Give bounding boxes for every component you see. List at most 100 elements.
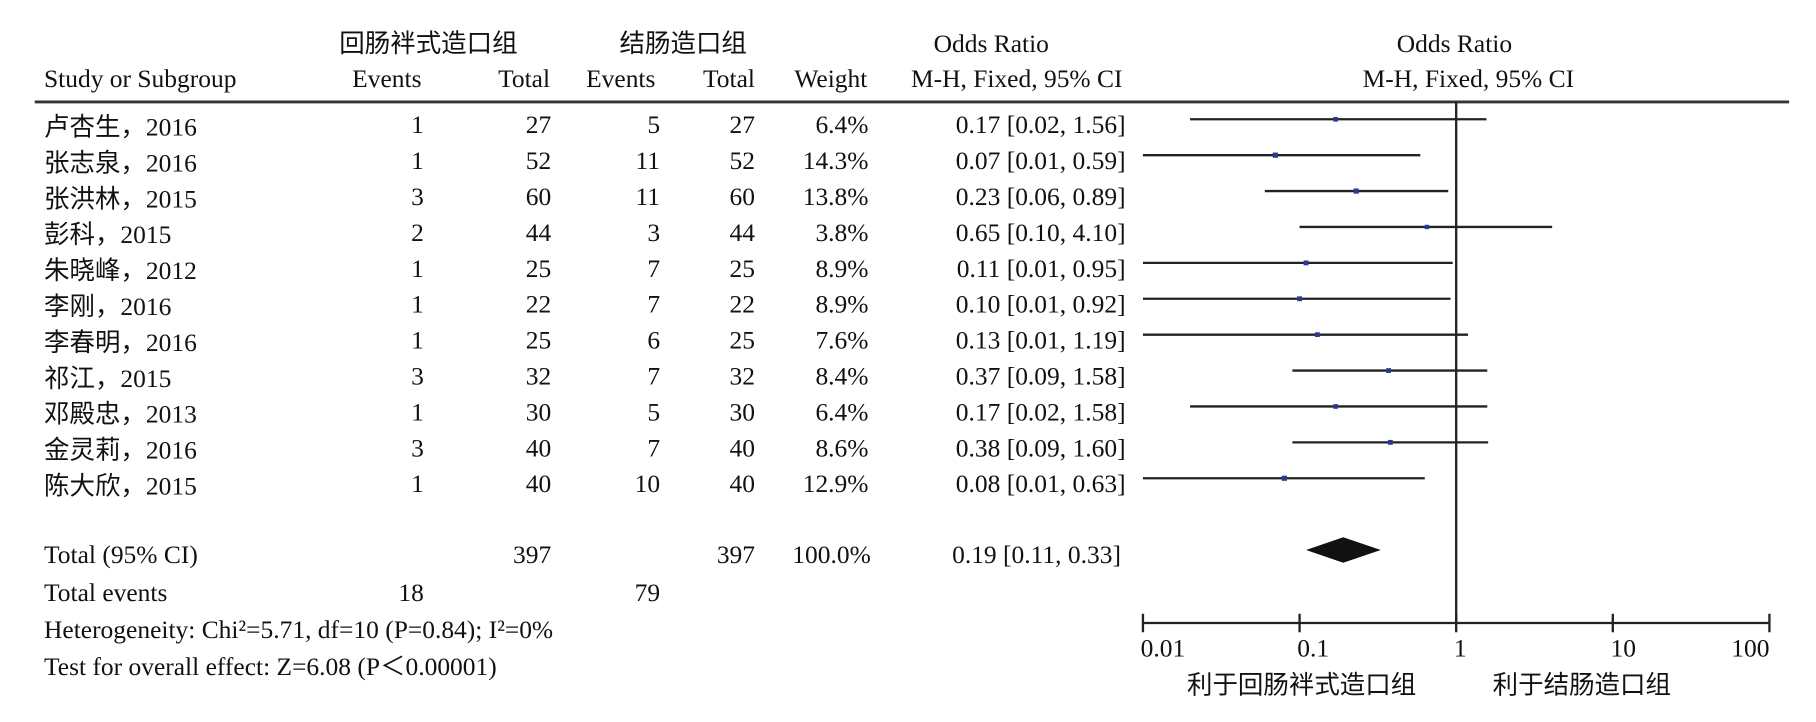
- ci-label: 0.38 [0.09, 1.60]: [956, 433, 1126, 462]
- events: 7: [647, 254, 660, 283]
- point-estimate: [1353, 188, 1359, 194]
- total: 27: [526, 110, 551, 139]
- column-header: Events: [586, 64, 655, 93]
- total: 52: [526, 146, 551, 175]
- events: 3: [411, 362, 424, 391]
- events: 1: [411, 290, 424, 319]
- total: 22: [526, 290, 551, 319]
- total: 32: [730, 362, 755, 391]
- study-name: 陈大欣，2015: [44, 472, 197, 501]
- ci-label: 0.07 [0.01, 0.59]: [956, 146, 1126, 175]
- point-estimate: [1424, 224, 1430, 230]
- study-name: 张志泉，2016: [44, 148, 197, 177]
- ci-label: 0.13 [0.01, 1.19]: [956, 326, 1126, 355]
- column-header: Odds Ratio: [1397, 29, 1512, 58]
- events: 11: [636, 182, 661, 211]
- x-tick-label: 1: [1454, 634, 1467, 663]
- ci-label: 0.37 [0.09, 1.58]: [956, 362, 1126, 391]
- events: 5: [647, 397, 660, 426]
- point-estimate: [1333, 116, 1338, 122]
- total: 60: [730, 182, 755, 211]
- x-tick-label: 0.01: [1141, 634, 1186, 663]
- study-name: 祁江，2015: [44, 364, 171, 393]
- total: 25: [730, 326, 755, 355]
- total: 40: [526, 469, 551, 498]
- group-label: 结肠造口组: [620, 29, 747, 58]
- total: 25: [730, 254, 755, 283]
- events: 18: [398, 578, 423, 607]
- study-name: 李刚，2016: [44, 292, 171, 321]
- column-header: Weight: [794, 64, 867, 93]
- events: 1: [411, 326, 424, 355]
- events: 1: [411, 110, 424, 139]
- events: 7: [647, 290, 660, 319]
- ci-label: 0.23 [0.06, 0.89]: [956, 182, 1126, 211]
- total: 40: [730, 469, 755, 498]
- column-header: M-H, Fixed, 95% CI: [1363, 64, 1575, 93]
- events: 1: [411, 469, 424, 498]
- x-label: 利于回肠袢式造口组: [1187, 671, 1416, 700]
- events: 11: [636, 146, 661, 175]
- heterogeneity: Heterogeneity: Chi²=5.71, df=10 (P=0.84)…: [44, 615, 553, 644]
- column-header: M-H, Fixed, 95% CI: [911, 64, 1123, 93]
- overall-effect: Test for overall effect: Z=6.08 (P＜0.000…: [44, 652, 497, 681]
- total: 25: [526, 254, 551, 283]
- weight: 100.0%: [792, 540, 871, 569]
- study-name: 邓殿忠，2013: [44, 400, 197, 429]
- total: 22: [730, 290, 755, 319]
- ci-label: 0.17 [0.02, 1.56]: [956, 110, 1126, 139]
- total-label: Total (95% CI): [44, 540, 198, 569]
- events: 3: [647, 218, 660, 247]
- point-estimate: [1297, 296, 1302, 302]
- events: 10: [635, 469, 660, 498]
- point-estimate: [1333, 404, 1338, 409]
- ci-label: 0.19 [0.11, 0.33]: [952, 540, 1121, 569]
- ci-label: 0.08 [0.01, 0.63]: [956, 469, 1126, 498]
- events: 3: [411, 433, 424, 462]
- column-header: Odds Ratio: [934, 29, 1049, 58]
- total-events-label: Total events: [44, 578, 167, 607]
- weight: 7.6%: [815, 326, 868, 355]
- weight: 14.3%: [803, 146, 869, 175]
- total: 40: [730, 433, 755, 462]
- total: 397: [513, 540, 551, 569]
- column-header: Study or Subgroup: [44, 64, 236, 93]
- point-estimate: [1272, 152, 1278, 158]
- column-header: Total: [703, 64, 755, 93]
- events: 7: [647, 362, 660, 391]
- events: 1: [411, 397, 424, 426]
- point-estimate: [1386, 368, 1391, 373]
- total: 44: [730, 218, 756, 247]
- weight: 8.9%: [815, 290, 868, 319]
- study-name: 卢杏生，2016: [44, 113, 197, 142]
- events: 2: [411, 218, 424, 247]
- study-name: 李春明，2016: [44, 328, 197, 357]
- point-estimate: [1387, 439, 1393, 445]
- events: 1: [411, 254, 424, 283]
- x-tick-label: 10: [1610, 634, 1635, 663]
- study-name: 张洪林，2015: [44, 184, 197, 213]
- ci-label: 0.11 [0.01, 0.95]: [957, 254, 1126, 283]
- total: 32: [526, 362, 551, 391]
- ci-label: 0.65 [0.10, 4.10]: [956, 218, 1126, 247]
- ci-label: 0.17 [0.02, 1.58]: [956, 397, 1126, 426]
- weight: 3.8%: [815, 218, 868, 247]
- study-name: 彭科，2015: [44, 220, 171, 249]
- total: 44: [526, 218, 552, 247]
- point-estimate: [1281, 475, 1287, 481]
- weight: 12.9%: [803, 469, 869, 498]
- total: 30: [526, 397, 551, 426]
- column-header: Total: [498, 64, 550, 93]
- total: 52: [730, 146, 755, 175]
- total: 30: [730, 397, 755, 426]
- events: 1: [411, 146, 424, 175]
- total: 60: [526, 182, 551, 211]
- weight: 6.4%: [815, 110, 868, 139]
- events: 5: [647, 110, 660, 139]
- ci-label: 0.10 [0.01, 0.92]: [956, 290, 1126, 319]
- events: 3: [411, 182, 424, 211]
- point-estimate: [1303, 260, 1309, 266]
- study-name: 金灵莉，2016: [44, 436, 197, 465]
